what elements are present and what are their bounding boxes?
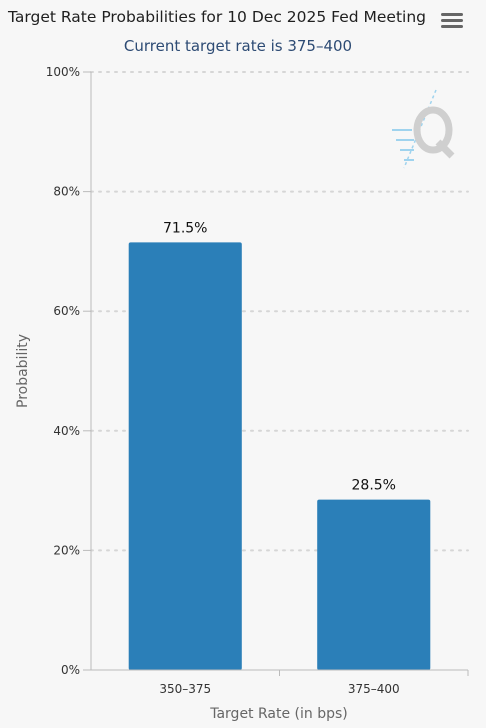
x-tick-label: 350–375: [159, 682, 211, 696]
bars: [128, 242, 431, 670]
q-logo-icon: [392, 89, 455, 169]
data-label: 71.5%: [163, 220, 207, 236]
x-tick-labels: 350–375 375–400: [159, 670, 469, 696]
y-tick-label: 60%: [53, 304, 80, 318]
y-tick-label: 100%: [46, 65, 80, 79]
chart-subtitle: Current target rate is 375–400: [123, 37, 353, 55]
y-axis-title: Probability: [15, 334, 31, 408]
y-tick-label: 20%: [53, 543, 80, 557]
data-label: 28.5%: [352, 478, 396, 494]
bar: [128, 242, 242, 670]
x-tick-label: 375–400: [348, 682, 400, 696]
y-tick-label: 0%: [61, 663, 80, 677]
data-labels: 71.5% 28.5%: [163, 220, 396, 493]
hamburger-menu-icon[interactable]: [440, 10, 464, 32]
y-tick-label: 40%: [53, 424, 80, 438]
y-tick-labels: 0% 20% 40% 60% 80% 100%: [46, 65, 91, 677]
bar: [317, 499, 431, 670]
x-axis-title: Target Rate (in bps): [209, 706, 348, 722]
chart-title: Target Rate Probabilities for 10 Dec 202…: [8, 8, 427, 26]
y-tick-label: 80%: [53, 185, 80, 199]
